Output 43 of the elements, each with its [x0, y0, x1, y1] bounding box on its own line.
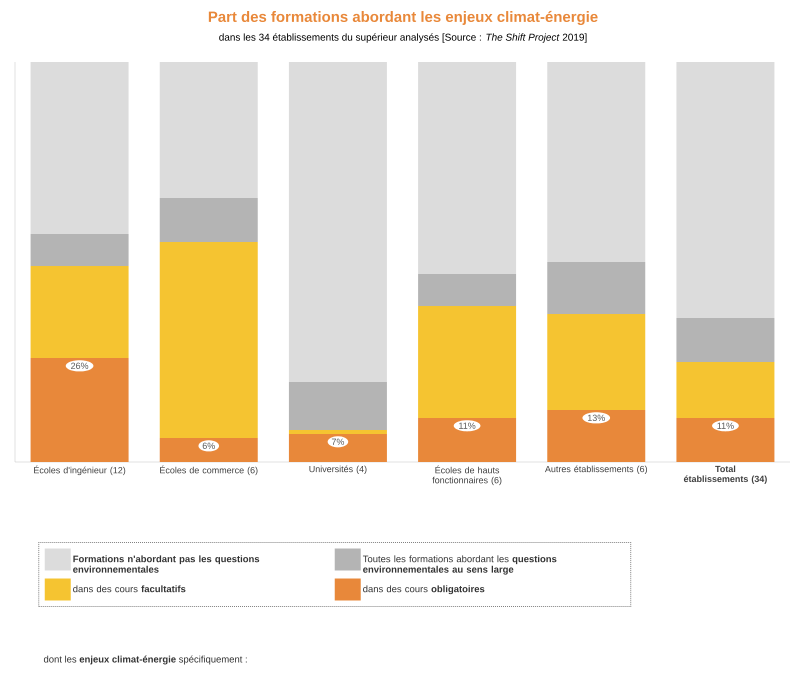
- data-label: 26%: [71, 362, 88, 369]
- chart-title: Part des formations abordant les enjeux climat-énergie: [208, 10, 598, 26]
- data-label: 11%: [717, 422, 734, 429]
- legend-label: Toutes les formations abordant les questions environnementales au sens large: [362, 555, 556, 575]
- bar: [288, 382, 387, 430]
- legend-label: dans des cours facultatifs: [73, 585, 186, 592]
- bar: [676, 318, 774, 362]
- bar: [160, 242, 258, 438]
- bar: [547, 410, 646, 462]
- bar: [676, 62, 774, 318]
- bar: [30, 358, 129, 462]
- bar: [418, 62, 516, 274]
- bar: [288, 62, 387, 382]
- data-label: 6%: [202, 442, 215, 449]
- bar: [30, 62, 129, 234]
- x-tick-label: Écoles d'ingénieur (12): [34, 466, 126, 476]
- bar: [418, 418, 516, 462]
- bar: [418, 274, 516, 306]
- x-tick-label: Total établissements (34): [684, 466, 767, 484]
- bar: [547, 262, 646, 314]
- x-tick-label: Universités (4): [309, 466, 367, 474]
- bar: [160, 62, 258, 198]
- bar: [30, 234, 129, 266]
- data-label: 7%: [332, 438, 344, 445]
- bar: [288, 434, 387, 462]
- data-label: 13%: [588, 414, 605, 421]
- bar: [418, 306, 516, 418]
- bar: [288, 430, 387, 434]
- x-tick-label: Autres établissements (6): [544, 466, 648, 474]
- x-tick-label: Écoles de hauts fonctionnaires (6): [432, 466, 502, 486]
- bar: [160, 198, 258, 242]
- bar: [547, 62, 646, 262]
- bar: [676, 362, 774, 418]
- data-label: 11%: [459, 422, 476, 429]
- legend-label: dans des cours obligatoires: [363, 585, 484, 594]
- bar: [30, 266, 129, 358]
- legend-label: Formations n'abordant pas les questions environnementales: [73, 555, 260, 573]
- chart-subtitle: dans les 34 établissements du supérieur analysés [Source : The Shift Project 2019]: [219, 33, 587, 43]
- bar: [676, 418, 774, 462]
- bar: [547, 314, 646, 410]
- bar: [160, 438, 258, 462]
- x-tick-label: Écoles de commerce (6): [160, 466, 258, 476]
- text: dont les enjeux climat-énergie spécifiquement :: [44, 656, 247, 664]
